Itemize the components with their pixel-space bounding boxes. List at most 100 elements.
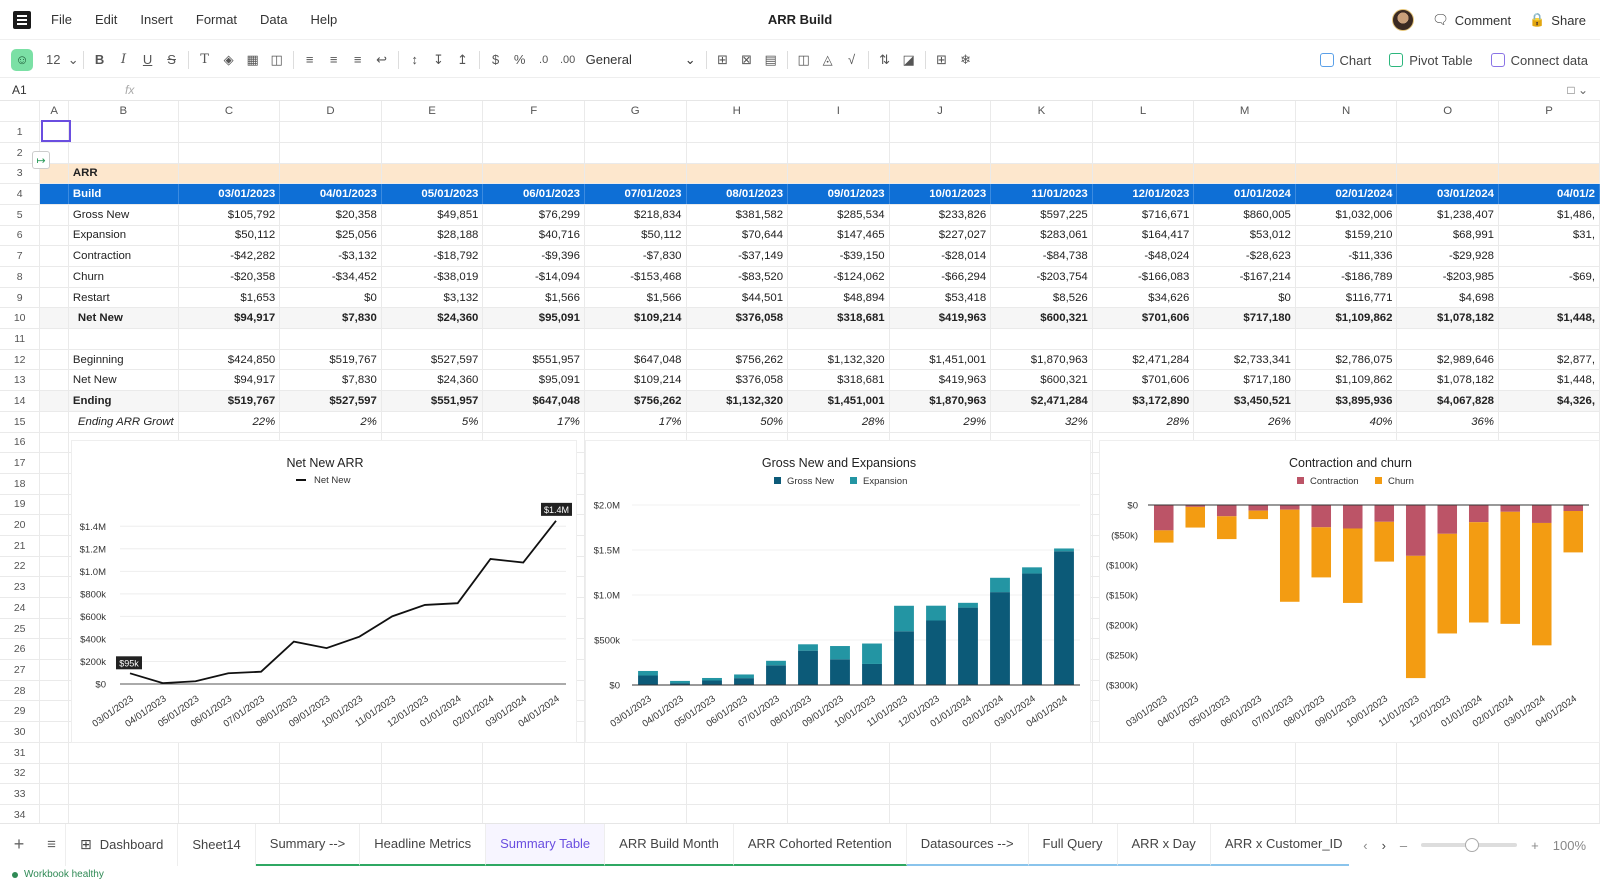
cell[interactable]	[482, 121, 585, 143]
row-number[interactable]: 1	[0, 121, 41, 143]
cell[interactable]: $3,132	[381, 287, 484, 309]
cell[interactable]	[1193, 142, 1296, 164]
tab-scroll-right-icon[interactable]: ›	[1381, 837, 1386, 853]
cell[interactable]	[1193, 783, 1296, 805]
cell[interactable]	[686, 804, 789, 823]
cell[interactable]	[787, 142, 890, 164]
column-header[interactable]: D	[279, 101, 382, 123]
row-number[interactable]: 33	[0, 783, 41, 805]
row-number[interactable]: 18	[0, 473, 41, 495]
cell[interactable]: -$48,024	[1092, 245, 1195, 267]
menu-data[interactable]: Data	[260, 12, 288, 27]
cell[interactable]	[584, 742, 687, 764]
cell[interactable]	[1295, 142, 1398, 164]
cell[interactable]	[787, 121, 890, 143]
cell[interactable]: -$28,623	[1193, 245, 1296, 267]
sheet-tab-datasources[interactable]: Datasources -->	[906, 823, 1029, 866]
cell[interactable]	[1092, 121, 1195, 143]
cell[interactable]: -$38,019	[381, 266, 484, 288]
row-label[interactable]	[68, 804, 179, 823]
cell[interactable]: $44,501	[686, 287, 789, 309]
cell[interactable]	[381, 783, 484, 805]
cell[interactable]: $8,526	[990, 287, 1093, 309]
chart-contraction-churn[interactable]: Contraction and churn Contraction Churn $0 (…	[1099, 440, 1600, 743]
cell[interactable]	[1193, 742, 1296, 764]
cell[interactable]	[686, 163, 789, 185]
cell[interactable]: $701,606	[1092, 307, 1195, 330]
cell[interactable]	[39, 369, 69, 392]
row-number[interactable]: 30	[0, 721, 41, 743]
date-header[interactable]: 10/01/2023	[889, 183, 992, 205]
column-header[interactable]: E	[381, 101, 484, 123]
date-header[interactable]: 03/01/2023	[178, 183, 281, 205]
row-label[interactable]	[68, 783, 179, 805]
cell[interactable]: $2,733,341	[1193, 349, 1296, 371]
cell[interactable]	[39, 721, 69, 743]
sheet-list-icon[interactable]: ≡	[38, 823, 66, 866]
tab-scroll-left-icon[interactable]: ‹	[1363, 837, 1368, 853]
cell[interactable]	[178, 742, 281, 764]
row-label[interactable]: Ending ARR Growt	[68, 411, 179, 433]
cell[interactable]: -$18,792	[381, 245, 484, 267]
cell[interactable]	[787, 763, 890, 785]
cell[interactable]: -$9,396	[482, 245, 585, 267]
insert-row-icon[interactable]: ⊞	[717, 51, 729, 67]
cell[interactable]: $1,870,963	[889, 390, 992, 412]
row-number[interactable]: 4	[0, 183, 41, 205]
cell[interactable]	[1396, 783, 1500, 805]
chart-gross-new-expansions[interactable]: Gross New and Expansions Gross New Expansi…	[585, 440, 1091, 743]
cell[interactable]	[381, 142, 484, 164]
cell[interactable]: $756,262	[584, 390, 687, 412]
cell[interactable]: $40,716	[482, 225, 585, 247]
cell[interactable]	[39, 494, 69, 516]
cell[interactable]	[279, 121, 382, 143]
cell[interactable]	[1498, 328, 1600, 350]
row-label[interactable]	[68, 328, 179, 350]
row-number[interactable]: 34	[0, 804, 41, 823]
cell[interactable]: $1,448,	[1498, 307, 1600, 330]
cell[interactable]: $1,238,407	[1396, 204, 1500, 226]
cell[interactable]	[178, 804, 281, 823]
cell[interactable]: 28%	[1092, 411, 1195, 433]
cell[interactable]	[889, 763, 992, 785]
row-label[interactable]: Ending	[68, 390, 179, 412]
row-label[interactable]	[68, 121, 179, 143]
row-number[interactable]: 12	[0, 349, 41, 371]
valign-bottom-icon[interactable]: ↧	[433, 51, 445, 67]
zoom-slider-handle[interactable]	[1465, 838, 1480, 852]
cell[interactable]: $1,132,320	[787, 349, 890, 371]
cell[interactable]	[39, 390, 69, 412]
cell[interactable]: -$203,985	[1396, 266, 1500, 288]
cell[interactable]: $419,963	[889, 369, 992, 392]
cell[interactable]: $1,032,006	[1295, 204, 1398, 226]
row-number[interactable]: 10	[0, 307, 41, 330]
align-right-icon[interactable]: ≡	[353, 52, 362, 67]
cell[interactable]: $7,830	[279, 307, 382, 330]
cell[interactable]: $2,786,075	[1295, 349, 1398, 371]
cell[interactable]	[787, 163, 890, 185]
cell[interactable]: $756,262	[686, 349, 789, 371]
comment-button[interactable]: 🗨 Comment	[1432, 12, 1511, 28]
cell[interactable]: $318,681	[787, 307, 890, 330]
borders-icon[interactable]: ▦	[246, 51, 259, 67]
row-label[interactable]: Build	[68, 183, 179, 205]
cell[interactable]	[178, 142, 281, 164]
cell[interactable]: -$84,738	[990, 245, 1093, 267]
row-number[interactable]: 13	[0, 369, 41, 392]
row-number[interactable]: 31	[0, 742, 41, 764]
cell[interactable]: -$3,132	[279, 245, 382, 267]
cell[interactable]	[39, 680, 69, 702]
cell[interactable]: $34,626	[1092, 287, 1195, 309]
cell[interactable]: $25,056	[279, 225, 382, 247]
cell[interactable]: $647,048	[482, 390, 585, 412]
cell[interactable]	[381, 804, 484, 823]
row-label[interactable]	[68, 763, 179, 785]
ungroup-icon[interactable]: ◬	[822, 51, 833, 67]
row-number[interactable]: 7	[0, 245, 41, 267]
cell[interactable]	[787, 328, 890, 350]
cell[interactable]	[686, 742, 789, 764]
cell[interactable]	[1092, 763, 1195, 785]
cell[interactable]: $527,597	[279, 390, 382, 412]
date-header[interactable]: 03/01/2024	[1396, 183, 1500, 205]
date-header[interactable]: 11/01/2023	[990, 183, 1093, 205]
